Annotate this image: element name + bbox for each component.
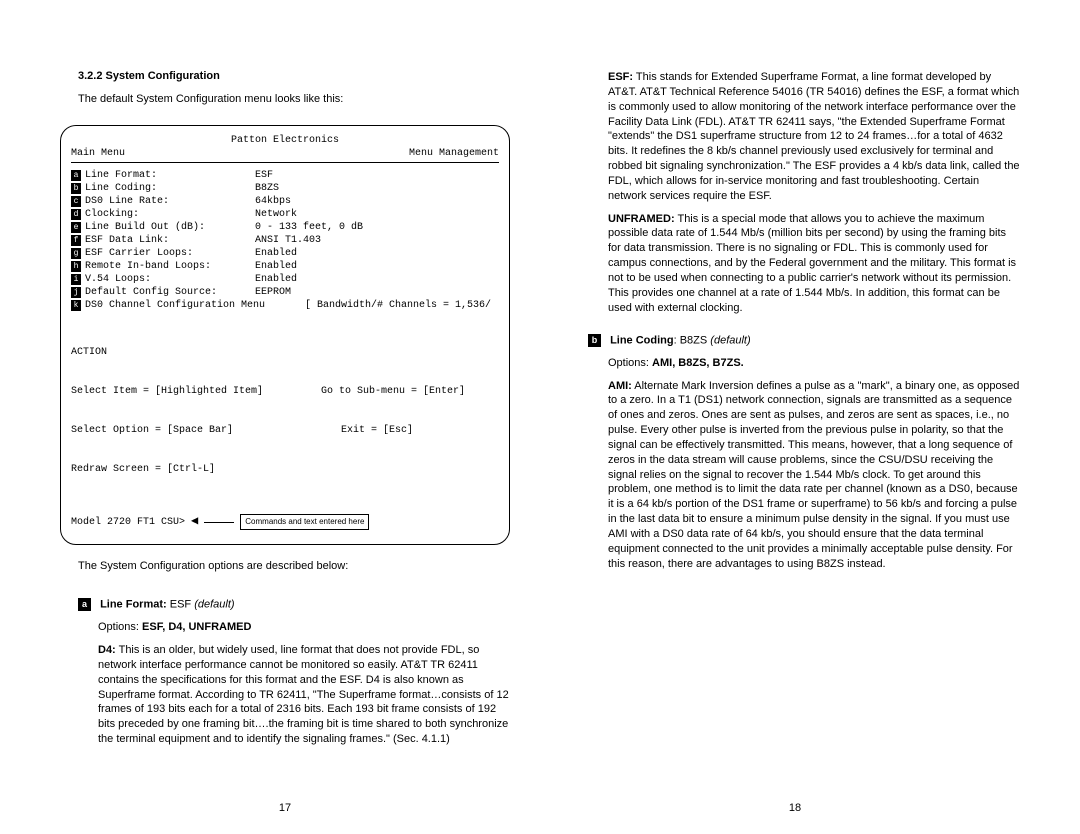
options-label: Options: [98, 621, 139, 633]
ami-definition: AMI: Alternate Mark Inversion defines a … [608, 379, 1020, 572]
unframed-definition: UNFRAMED: This is a special mode that al… [608, 212, 1020, 316]
row-letter-icon: h [71, 261, 81, 272]
row-letter-icon: a [71, 170, 81, 181]
item-b-options: Options: AMI, B8ZS, B7ZS. [608, 357, 1020, 369]
action-l2b: Exit = [Esc] [341, 424, 413, 437]
unframed-label: UNFRAMED: [608, 213, 675, 225]
row-label: Line Coding: [85, 182, 255, 195]
post-terminal-text: The System Configuration options are des… [78, 559, 510, 574]
row-value: ANSI T1.403 [255, 234, 321, 247]
esf-label: ESF: [608, 71, 633, 83]
terminal-row: c DS0 Line Rate:64kbps [71, 195, 499, 208]
row-value: [ Bandwidth/# Channels = 1,536/ [305, 299, 491, 312]
row-letter-icon: c [71, 196, 81, 207]
item-a-default: ESF [170, 598, 194, 610]
item-b-default-word: (default) [710, 334, 750, 346]
row-label: ESF Data Link: [85, 234, 255, 247]
left-column: 3.2.2 System Configuration The default S… [60, 70, 510, 814]
terminal-row: e Line Build Out (dB):0 - 133 feet, 0 dB [71, 221, 499, 234]
item-b-title: Line Coding [610, 334, 674, 346]
row-value: 0 - 133 feet, 0 dB [255, 221, 363, 234]
terminal-prompt-row: Model 2720 FT1 CSU> ◀ Commands and text … [71, 514, 499, 530]
row-letter-icon: k [71, 300, 81, 311]
terminal-menu-right: Menu Management [409, 147, 499, 160]
arrow-icon: ◀ [191, 514, 198, 530]
row-value: B8ZS [255, 182, 279, 195]
row-label: Default Config Source: [85, 286, 255, 299]
row-value: Enabled [255, 260, 297, 273]
terminal-action-block: ACTION Select Item = [Highlighted Item]G… [71, 320, 499, 502]
item-a-header: a Line Format: ESF (default) [78, 598, 510, 611]
right-column: ESF: This stands for Extended Superframe… [570, 70, 1020, 814]
terminal-row: j Default Config Source:EEPROM [71, 286, 499, 299]
terminal-row: f ESF Data Link:ANSI T1.403 [71, 234, 499, 247]
options-label-b: Options: [608, 357, 649, 369]
item-a-title: Line Format: [100, 598, 167, 610]
d4-text: This is an older, but widely used, line … [98, 644, 509, 745]
row-value: EEPROM [255, 286, 291, 299]
row-value: ESF [255, 169, 273, 182]
terminal-rows: a Line Format:ESF b Line Coding:B8ZS c DS0 Li… [71, 169, 499, 312]
terminal-prompt: Model 2720 FT1 CSU> [71, 516, 185, 529]
terminal-row: a Line Format:ESF [71, 169, 499, 182]
item-b-options-list: AMI, B8ZS, B7ZS. [652, 357, 744, 369]
d4-label: D4: [98, 644, 116, 656]
letter-a-icon: a [78, 598, 91, 611]
terminal-company: Patton Electronics [231, 134, 339, 147]
terminal-row: d Clocking:Network [71, 208, 499, 221]
row-value: Network [255, 208, 297, 221]
terminal-menu-left: Main Menu [71, 147, 125, 160]
row-label: Line Format: [85, 169, 255, 182]
section-heading: 3.2.2 System Configuration [78, 70, 510, 82]
unframed-text: This is a special mode that allows you t… [608, 213, 1016, 314]
row-label: Remote In-band Loops: [85, 260, 255, 273]
ami-text: Alternate Mark Inversion defines a pulse… [608, 380, 1019, 570]
terminal-row: g ESF Carrier Loops:Enabled [71, 247, 499, 260]
terminal-row: k DS0 Channel Configuration Menu[ Bandwid… [71, 299, 499, 312]
action-l1b: Go to Sub-menu = [Enter] [321, 385, 465, 398]
terminal-row: b Line Coding:B8ZS [71, 182, 499, 195]
row-value: Enabled [255, 247, 297, 260]
row-letter-icon: b [71, 183, 81, 194]
row-label: ESF Carrier Loops: [85, 247, 255, 260]
row-letter-icon: d [71, 209, 81, 220]
row-label: DS0 Channel Configuration Menu [85, 299, 305, 312]
row-label: V.54 Loops: [85, 273, 255, 286]
row-value: Enabled [255, 273, 297, 286]
action-l1a: Select Item = [Highlighted Item] [71, 385, 321, 398]
item-a-default-word: (default) [194, 598, 234, 610]
action-l2a: Select Option = [Space Bar] [71, 424, 341, 437]
ami-label: AMI: [608, 380, 632, 392]
action-title: ACTION [71, 346, 499, 359]
row-letter-icon: f [71, 235, 81, 246]
row-letter-icon: e [71, 222, 81, 233]
intro-text: The default System Configuration menu lo… [78, 92, 510, 107]
row-letter-icon: i [71, 274, 81, 285]
terminal-screenshot: Patton Electronics Main Menu Menu Manage… [60, 125, 510, 545]
row-label: Clocking: [85, 208, 255, 221]
row-letter-icon: g [71, 248, 81, 259]
action-l3: Redraw Screen = [Ctrl-L] [71, 463, 499, 476]
item-a-options: Options: ESF, D4, UNFRAMED [98, 621, 510, 633]
page-number-left: 17 [60, 788, 510, 814]
callout-line [204, 522, 234, 523]
row-label: Line Build Out (dB): [85, 221, 255, 234]
esf-definition: ESF: This stands for Extended Superframe… [608, 70, 1020, 204]
row-letter-icon: j [71, 287, 81, 298]
item-a-options-list: ESF, D4, UNFRAMED [142, 621, 251, 633]
callout-box: Commands and text entered here [240, 514, 369, 530]
terminal-row: h Remote In-band Loops:Enabled [71, 260, 499, 273]
page-number-right: 18 [570, 788, 1020, 814]
d4-definition: D4: This is an older, but widely used, l… [98, 643, 510, 747]
esf-text: This stands for Extended Superframe Form… [608, 71, 1020, 202]
row-value: 64kbps [255, 195, 291, 208]
terminal-row: i V.54 Loops:Enabled [71, 273, 499, 286]
item-b-header: b Line Coding: B8ZS (default) [588, 334, 1020, 347]
row-label: DS0 Line Rate: [85, 195, 255, 208]
letter-b-icon: b [588, 334, 601, 347]
